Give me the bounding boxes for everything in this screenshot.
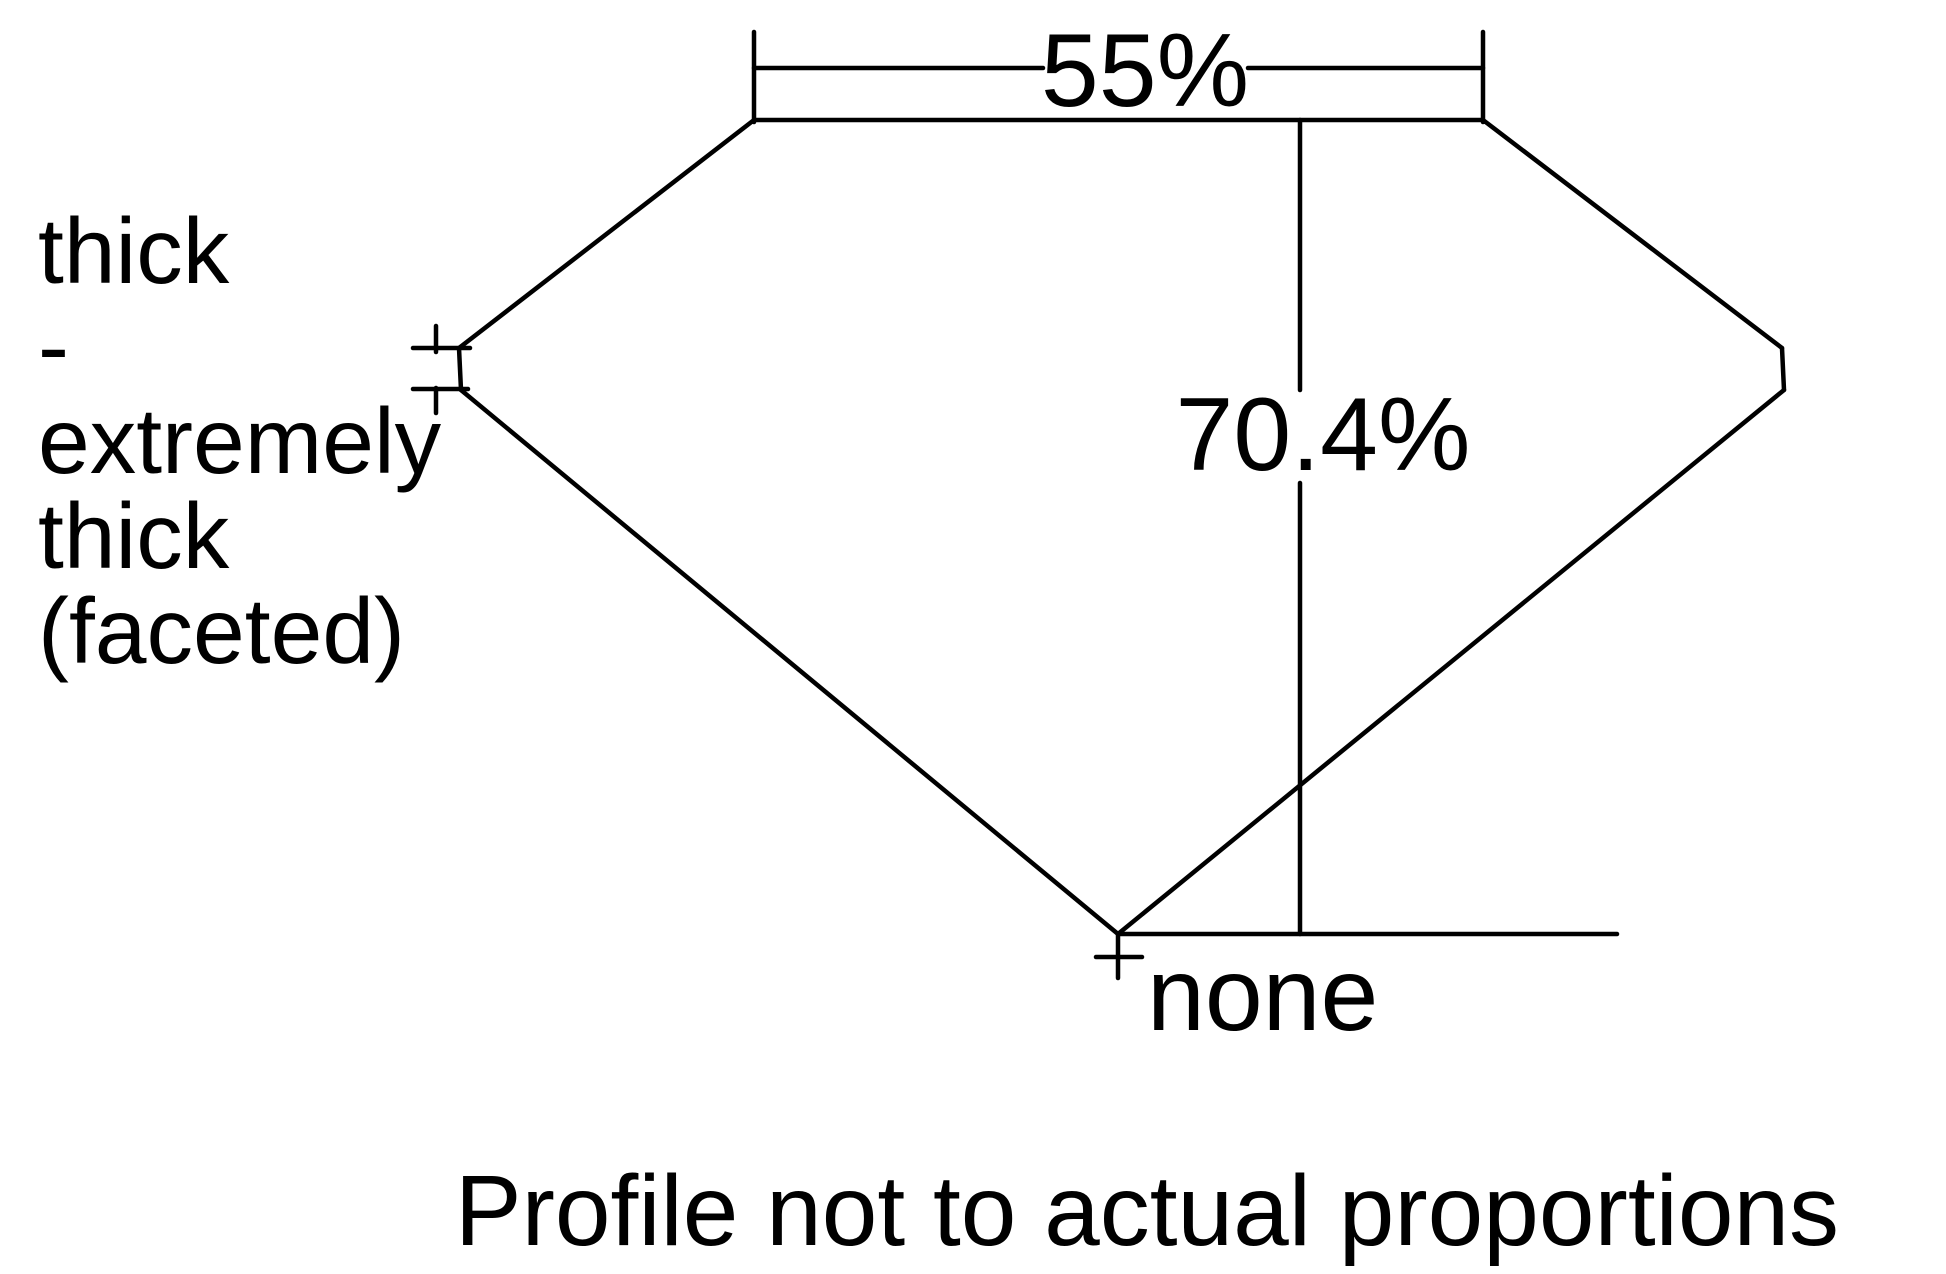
girdle-label-line-4: thick	[38, 484, 230, 588]
pavilion-right-line	[1115, 387, 1787, 937]
crown-right-line	[1480, 117, 1785, 351]
girdle-right-line	[1779, 345, 1787, 393]
culet-label: none	[1147, 937, 1378, 1053]
table-percent-label: 55%	[1041, 13, 1249, 129]
crown-left-line	[456, 117, 757, 351]
girdle-label-line-3: extremely	[38, 389, 442, 493]
girdle-left-line	[456, 345, 464, 393]
girdle-label-line-5: (faceted)	[38, 579, 405, 683]
caption: Profile not to actual proportions	[455, 1155, 1839, 1267]
girdle-thickness-label: thick - extremely thick (faceted)	[38, 199, 442, 683]
depth-percent-label: 70.4%	[1176, 377, 1471, 493]
girdle-label-line-2: -	[38, 294, 69, 398]
pavilion-left-line	[458, 387, 1121, 937]
girdle-label-line-1: thick	[38, 199, 230, 303]
